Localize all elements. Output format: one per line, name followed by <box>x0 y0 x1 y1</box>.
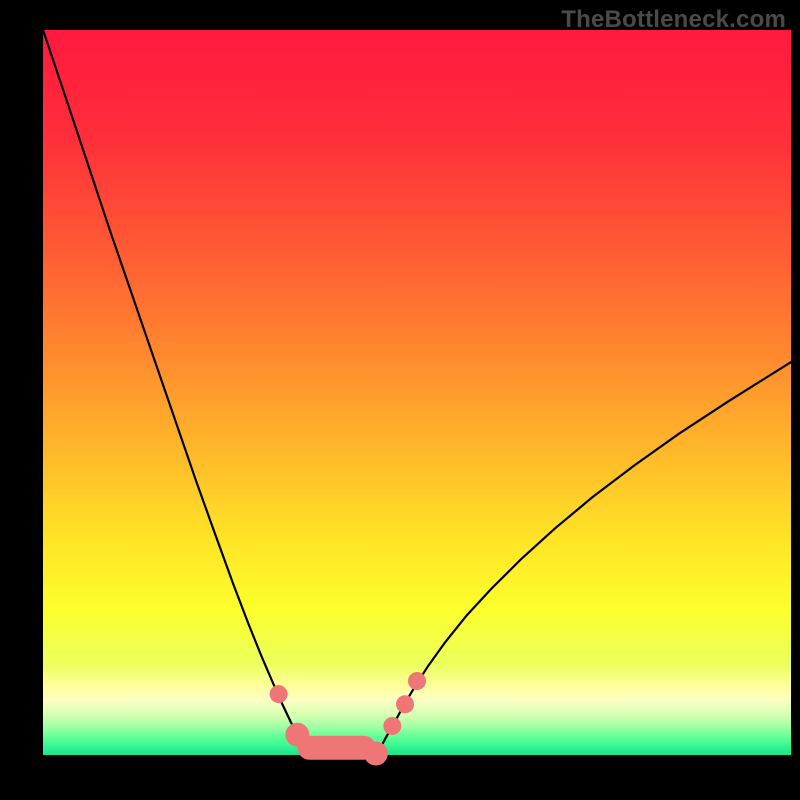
curve-segment <box>43 30 309 755</box>
marker-bar <box>297 736 376 760</box>
watermark: TheBottleneck.com <box>561 6 786 34</box>
marker-dot <box>270 685 288 703</box>
marker-dot <box>383 717 401 735</box>
marker-dot <box>408 672 426 690</box>
curve-segment <box>376 362 791 755</box>
chart-root: TheBottleneck.com <box>0 0 800 800</box>
marker-capsule-end <box>285 723 309 747</box>
marker-capsule-end <box>364 742 388 766</box>
curve-overlay <box>0 0 800 800</box>
marker-dot <box>396 695 414 713</box>
